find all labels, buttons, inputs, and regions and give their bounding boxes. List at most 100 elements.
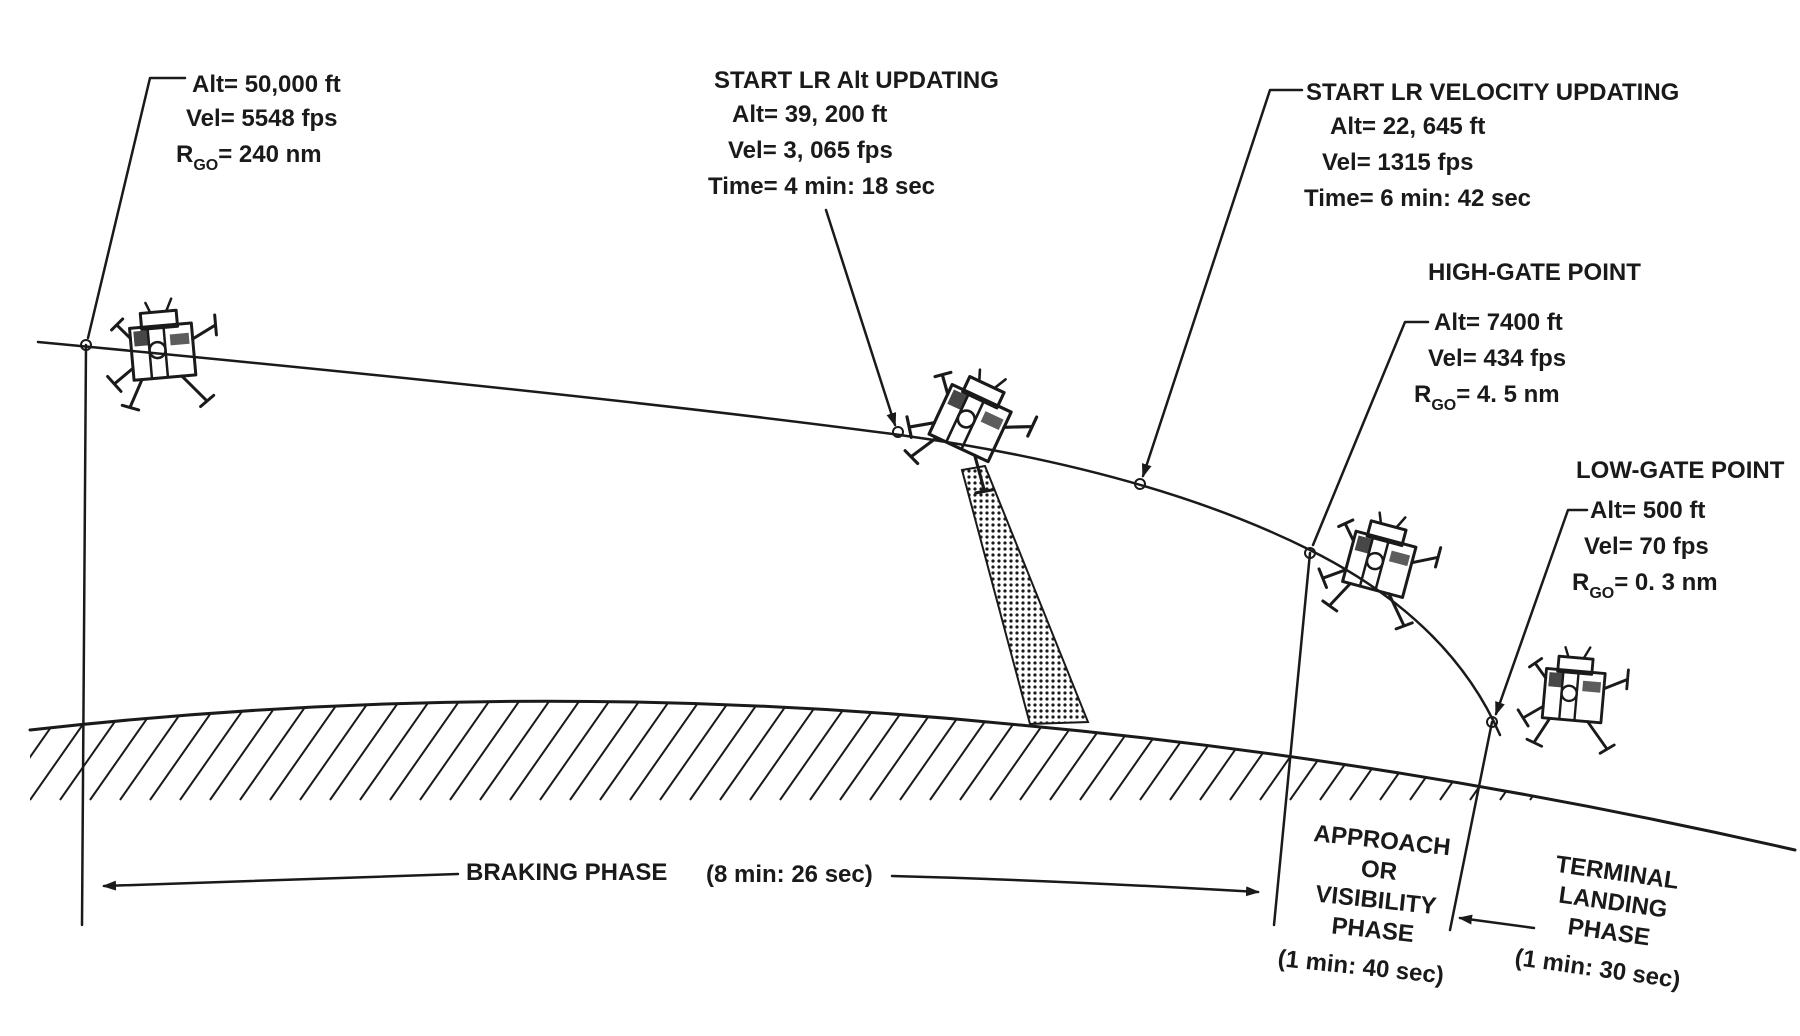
alt-value: 39, 200 ft bbox=[785, 101, 888, 128]
hatch-line bbox=[629, 701, 701, 801]
time-label: Time bbox=[1304, 185, 1360, 212]
hatch-line bbox=[1109, 701, 1181, 801]
hatch-line bbox=[359, 701, 431, 801]
vel-value: 434 fps bbox=[1483, 345, 1566, 372]
terminal-phase-time: (1 min: 30 sec) bbox=[1513, 944, 1682, 994]
svg-text:Vel= 3, 065 fps: Vel= 3, 065 fps bbox=[728, 137, 893, 164]
hatch-line bbox=[749, 701, 821, 801]
terminal-phase-label: TERMINAL LANDING PHASE (1 min: 30 sec) bbox=[1513, 851, 1682, 994]
high-gate-title: HIGH-GATE POINT bbox=[1428, 259, 1641, 286]
hatch-line bbox=[329, 701, 401, 801]
phase-arrows bbox=[102, 872, 1536, 930]
rgo-value: 240 nm bbox=[239, 141, 322, 168]
svg-text:Vel= 434 fps: Vel= 434 fps bbox=[1428, 345, 1566, 372]
rgo-label: R bbox=[176, 141, 193, 168]
lr-alt-title: START LR Alt UPDATING bbox=[714, 67, 999, 94]
hatch-line bbox=[149, 701, 221, 801]
vel-value: 1315 fps bbox=[1377, 149, 1473, 176]
lr-alt-update-label: START LR Alt UPDATING Alt= 39, 200 ft Ve… bbox=[708, 67, 999, 200]
rgo-label: R bbox=[1572, 569, 1589, 596]
approach-line-1: APPROACH bbox=[1312, 820, 1451, 861]
rgo-label: R bbox=[1414, 381, 1431, 408]
hatch-line bbox=[479, 701, 551, 801]
hatch-line bbox=[1529, 701, 1601, 801]
hatch-line bbox=[509, 701, 581, 801]
alt-value: 7400 ft bbox=[1487, 309, 1563, 336]
hatch-line bbox=[119, 701, 191, 801]
braking-phase-label: BRAKING PHASE (8 min: 26 sec) bbox=[466, 859, 873, 888]
hatch-line bbox=[689, 701, 761, 801]
alt-label: Alt bbox=[1434, 309, 1466, 336]
start-point-label: Alt= 50,000 ft Vel= 5548 fps RGO= 240 nm bbox=[176, 71, 341, 174]
hatch-line bbox=[1709, 701, 1781, 801]
hatch-line bbox=[1679, 701, 1751, 801]
hatch-line bbox=[839, 701, 911, 801]
hatch-line bbox=[1559, 701, 1631, 801]
rgo-subscript: GO bbox=[1431, 397, 1456, 414]
time-label: Time bbox=[708, 173, 764, 200]
approach-line-2: OR bbox=[1360, 855, 1399, 886]
svg-text:Vel= 5548 fps: Vel= 5548 fps bbox=[186, 105, 337, 132]
svg-text:Time= 4 min: 18 sec: Time= 4 min: 18 sec bbox=[708, 173, 935, 200]
low-gate-label: LOW-GATE POINT Alt= 500 ft Vel= 70 fps R… bbox=[1572, 457, 1785, 602]
alt-value: 500 ft bbox=[1643, 497, 1706, 524]
hatch-line bbox=[1169, 701, 1241, 801]
vel-label: Vel bbox=[186, 105, 221, 132]
braking-phase-name: BRAKING PHASE bbox=[466, 859, 667, 886]
svg-text:Alt= 500 ft: Alt= 500 ft bbox=[1590, 497, 1705, 524]
svg-text:Vel= 1315 fps: Vel= 1315 fps bbox=[1322, 149, 1473, 176]
hatch-line bbox=[299, 701, 371, 801]
vel-value: 5548 fps bbox=[241, 105, 337, 132]
svg-text:RGO= 4. 5 nm: RGO= 4. 5 nm bbox=[1414, 381, 1560, 414]
hatch-line bbox=[59, 701, 131, 801]
svg-text:Time= 6 min: 42 sec: Time= 6 min: 42 sec bbox=[1304, 185, 1531, 212]
lunar-surface bbox=[28, 699, 1797, 852]
svg-text:RGO= 240 nm: RGO= 240 nm bbox=[176, 141, 322, 174]
hatch-line bbox=[269, 701, 341, 801]
time-value: 6 min: 42 sec bbox=[1380, 185, 1531, 212]
vel-label: Vel bbox=[1428, 345, 1463, 372]
time-value: 4 min: 18 sec bbox=[784, 173, 935, 200]
lr-vel-update-label: START LR VELOCITY UPDATING Alt= 22, 645 … bbox=[1304, 79, 1679, 212]
lm-vehicle-low-gate bbox=[1513, 640, 1632, 757]
hatch-line bbox=[929, 701, 1001, 801]
rgo-subscript: GO bbox=[193, 157, 218, 174]
hatch-line bbox=[599, 701, 671, 801]
vel-value: 3, 065 fps bbox=[783, 137, 892, 164]
leader-lines bbox=[80, 76, 1589, 932]
hatch-line bbox=[179, 701, 251, 801]
alt-label: Alt bbox=[732, 101, 764, 128]
svg-text:RGO= 0. 3 nm: RGO= 0. 3 nm bbox=[1572, 569, 1718, 602]
hatch-line bbox=[209, 701, 281, 801]
braking-phase-time: (8 min: 26 sec) bbox=[706, 861, 873, 888]
hatch-line bbox=[30, 701, 101, 801]
approach-phase-time: (1 min: 40 sec) bbox=[1276, 945, 1445, 989]
hatch-line bbox=[809, 701, 881, 801]
hatch-line bbox=[719, 701, 791, 801]
alt-label: Alt bbox=[1590, 497, 1622, 524]
approach-phase-label: APPROACH OR VISIBILITY PHASE (1 min: 40 … bbox=[1276, 820, 1451, 989]
hatch-line bbox=[1739, 701, 1795, 801]
hatch-line bbox=[1349, 701, 1421, 801]
vel-value: 70 fps bbox=[1639, 533, 1708, 560]
rgo-value: 4. 5 nm bbox=[1477, 381, 1560, 408]
hatch-line bbox=[569, 701, 641, 801]
hatch-line bbox=[779, 701, 851, 801]
alt-label: Alt bbox=[192, 71, 224, 98]
descent-trajectory bbox=[36, 339, 1502, 737]
hatch-line bbox=[30, 701, 71, 801]
lm-vehicle-high-gate bbox=[1307, 497, 1448, 637]
hatch-line bbox=[539, 701, 611, 801]
svg-text:Alt= 7400 ft: Alt= 7400 ft bbox=[1434, 309, 1563, 336]
alt-value: 50,000 ft bbox=[245, 71, 341, 98]
hatch-line bbox=[659, 701, 731, 801]
high-gate-label: HIGH-GATE POINT Alt= 7400 ft Vel= 434 fp… bbox=[1414, 259, 1641, 414]
lr-alt-marker bbox=[892, 426, 904, 438]
hatch-line bbox=[389, 701, 461, 801]
lr-vel-marker bbox=[1134, 478, 1146, 490]
hatch-line bbox=[419, 701, 491, 801]
landing-radar-beam bbox=[960, 464, 1090, 726]
low-gate-title: LOW-GATE POINT bbox=[1576, 457, 1785, 484]
svg-text:Alt= 39, 200 ft: Alt= 39, 200 ft bbox=[732, 101, 887, 128]
